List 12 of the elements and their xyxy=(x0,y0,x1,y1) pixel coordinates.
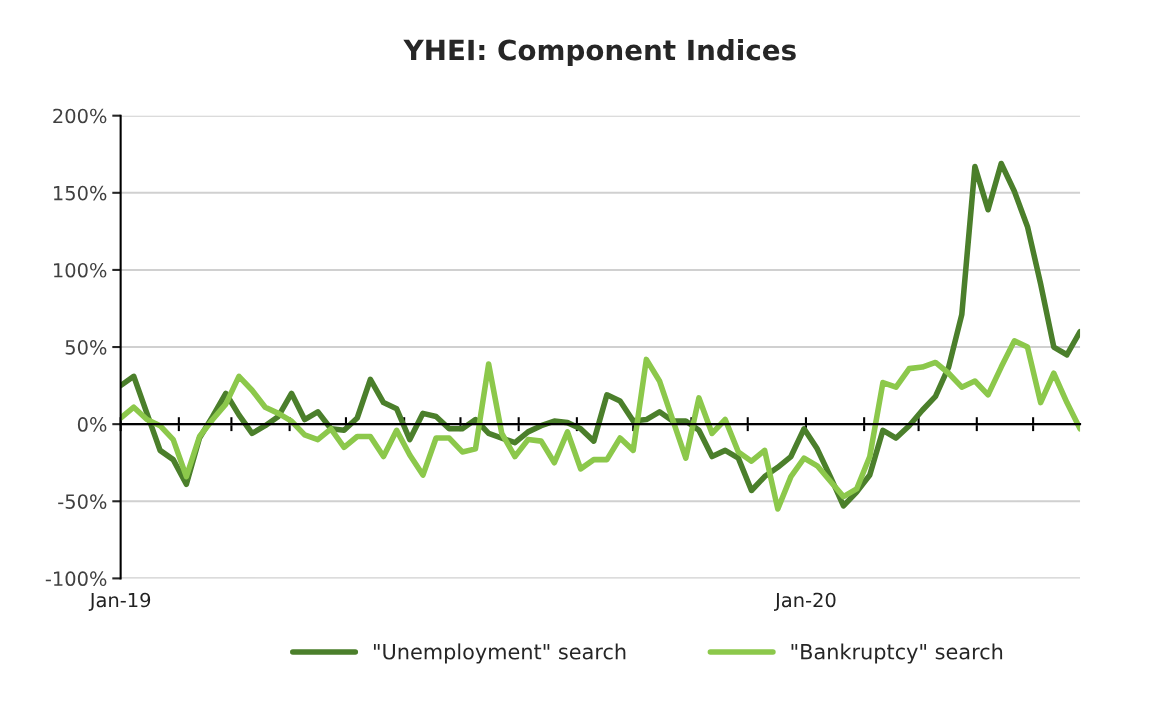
chart-title: YHEI: Component Indices xyxy=(403,39,796,66)
y-tick-label: -50% xyxy=(58,494,107,509)
y-tick-label: 0% xyxy=(77,417,107,432)
y-tick-label: 100% xyxy=(54,262,107,278)
y-tick-label: 50% xyxy=(65,340,107,355)
y-tick-label: 200% xyxy=(53,108,107,124)
legend-label: "Unemployment" search xyxy=(373,643,626,664)
x-tick-label: Jan-20 xyxy=(774,592,836,611)
y-tick-label: 150% xyxy=(54,185,107,201)
legend-label: "Bankruptcy" search xyxy=(791,643,1003,664)
x-tick-label: Jan-19 xyxy=(88,592,151,611)
y-tick-label: -100% xyxy=(45,571,107,587)
